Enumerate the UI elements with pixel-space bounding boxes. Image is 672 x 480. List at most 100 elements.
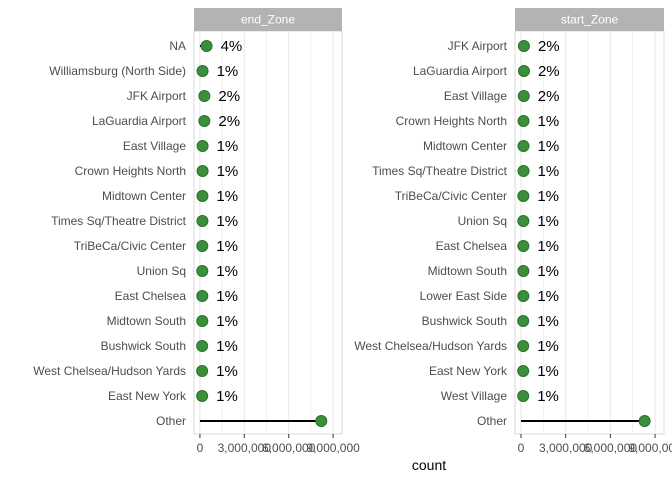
data-point xyxy=(196,65,209,77)
x-tick-label: 9,000,000 xyxy=(628,441,672,455)
data-point xyxy=(517,265,530,277)
facet-strip-end-zone xyxy=(194,8,342,31)
data-label: 4% xyxy=(221,38,243,55)
category-label: East New York xyxy=(429,364,508,378)
category-label: East Village xyxy=(123,139,186,153)
category-label: Midtown Center xyxy=(423,139,507,153)
category-label: LaGuardia Airport xyxy=(413,64,508,78)
data-point xyxy=(517,190,530,202)
data-point xyxy=(517,315,530,327)
category-label: Williamsburg (North Side) xyxy=(49,64,186,78)
data-label: 1% xyxy=(216,363,238,380)
category-label: Crown Heights North xyxy=(75,164,186,178)
data-point xyxy=(196,265,209,277)
category-label: East New York xyxy=(108,389,187,403)
category-label: JFK Airport xyxy=(127,89,187,103)
data-point xyxy=(517,165,530,177)
data-label: 1% xyxy=(217,63,239,80)
data-label: 1% xyxy=(537,238,559,255)
category-label: Bushwick South xyxy=(101,339,186,353)
data-point xyxy=(517,115,530,127)
data-label: 1% xyxy=(217,138,239,155)
category-label: West Chelsea/Hudson Yards xyxy=(33,364,186,378)
facet-strip-start-zone xyxy=(515,8,664,31)
data-point xyxy=(517,340,530,352)
category-label: Times Sq/Theatre District xyxy=(372,164,508,178)
data-point xyxy=(517,65,530,77)
category-label: TriBeCa/Civic Center xyxy=(74,239,186,253)
data-point xyxy=(315,415,328,427)
data-point xyxy=(200,40,213,52)
data-label: 1% xyxy=(216,388,238,405)
data-label: 1% xyxy=(216,213,238,230)
panel-end-zone xyxy=(193,30,343,435)
x-tick-label: 6,000,000 xyxy=(262,441,316,455)
category-label: Times Sq/Theatre District xyxy=(51,214,187,228)
data-point xyxy=(517,215,530,227)
category-label: Crown Heights North xyxy=(396,114,507,128)
category-label: Other xyxy=(477,414,507,428)
category-label: Union Sq xyxy=(137,264,186,278)
category-label: West Chelsea/Hudson Yards xyxy=(354,339,507,353)
data-point xyxy=(196,165,209,177)
x-tick-label: 3,000,000 xyxy=(539,441,593,455)
data-point xyxy=(198,115,211,127)
data-point xyxy=(638,415,651,427)
facet-label-start-zone: start_Zone xyxy=(561,13,619,27)
data-point xyxy=(198,90,211,102)
data-label: 2% xyxy=(218,113,240,130)
data-label: 1% xyxy=(216,188,238,205)
x-tick-label: 0 xyxy=(197,441,204,455)
data-label: 2% xyxy=(538,38,560,55)
data-label: 1% xyxy=(216,288,238,305)
data-label: 1% xyxy=(537,263,559,280)
data-label: 2% xyxy=(538,63,560,80)
data-point xyxy=(196,190,209,202)
category-label: Bushwick South xyxy=(422,314,507,328)
data-point xyxy=(196,365,209,377)
category-label: TriBeCa/Civic Center xyxy=(395,189,507,203)
x-tick-label: 3,000,000 xyxy=(218,441,272,455)
category-label: East Chelsea xyxy=(436,239,508,253)
data-point xyxy=(196,240,209,252)
data-point xyxy=(196,390,209,402)
data-label: 1% xyxy=(537,163,559,180)
category-label: Other xyxy=(156,414,186,428)
category-label: West Village xyxy=(441,389,508,403)
data-label: 2% xyxy=(218,88,240,105)
category-label: Lower East Side xyxy=(420,289,508,303)
category-label: Union Sq xyxy=(458,214,507,228)
data-point xyxy=(517,240,530,252)
data-point xyxy=(196,315,209,327)
category-label: LaGuardia Airport xyxy=(92,114,187,128)
data-label: 1% xyxy=(217,163,239,180)
data-point xyxy=(517,365,530,377)
category-label: Midtown South xyxy=(428,264,507,278)
data-point xyxy=(196,290,209,302)
category-label: East Chelsea xyxy=(115,289,187,303)
category-label: NA xyxy=(169,39,186,53)
category-label: Midtown South xyxy=(107,314,186,328)
data-label: 1% xyxy=(537,388,559,405)
x-axis-title: count xyxy=(412,457,446,473)
data-point xyxy=(517,90,530,102)
data-point xyxy=(196,340,209,352)
facet-label-end-zone: end_Zone xyxy=(241,13,295,27)
data-point xyxy=(196,140,209,152)
x-tick-label: 6,000,000 xyxy=(584,441,638,455)
data-label: 1% xyxy=(537,138,559,155)
data-label: 2% xyxy=(538,88,560,105)
data-point xyxy=(517,40,530,52)
data-label: 1% xyxy=(216,238,238,255)
data-point xyxy=(517,140,530,152)
panel-start-zone xyxy=(514,30,665,435)
category-label: Midtown Center xyxy=(102,189,186,203)
data-point xyxy=(196,215,209,227)
data-point xyxy=(517,290,530,302)
data-label: 1% xyxy=(537,188,559,205)
category-label: East Village xyxy=(444,89,507,103)
x-tick-label: 9,000,000 xyxy=(306,441,360,455)
data-label: 1% xyxy=(537,338,559,355)
